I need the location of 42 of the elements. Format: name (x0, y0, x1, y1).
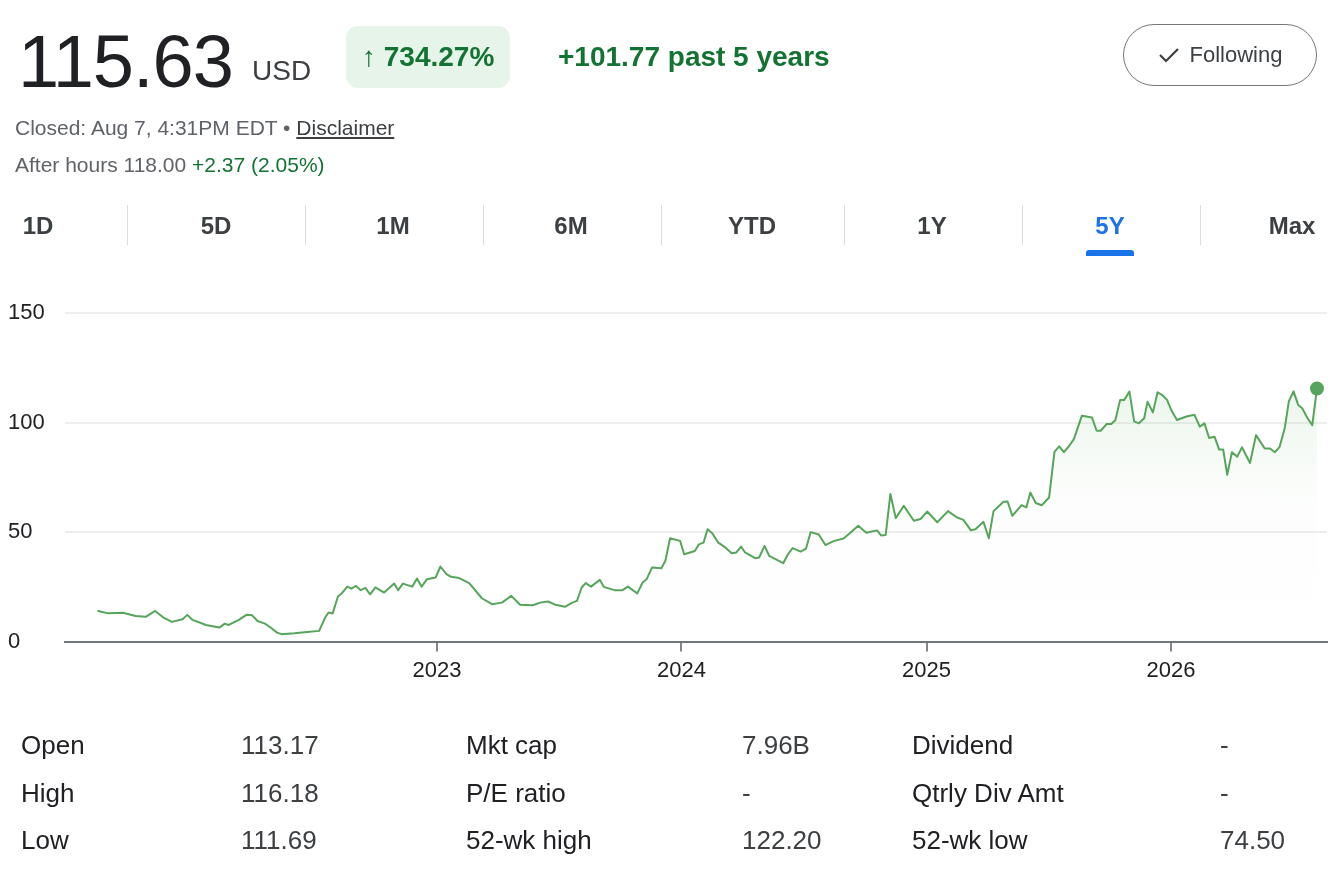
text: 5Y (1094, 211, 1126, 241)
text: 5D (199, 211, 233, 241)
x-tick-label: 2025 (902, 656, 952, 682)
text: - (742, 778, 751, 808)
text: Max (1267, 211, 1317, 241)
text: +2.37 (2.05%) (192, 153, 325, 176)
x-tick-label: 2024 (656, 656, 706, 682)
text: 113.17 (241, 730, 319, 760)
text: - (1220, 778, 1229, 808)
text: P/E ratio (466, 778, 566, 808)
y-tick-label: 50 (8, 518, 33, 544)
text: +101.77 past 5 years (558, 40, 830, 74)
text: 1D (21, 211, 55, 241)
text: 116.18 (241, 778, 319, 808)
y-tick-label: 150 (8, 299, 45, 325)
text: 1M (375, 211, 411, 241)
text: Closed: Aug 7, 4:31PM EDT • (15, 116, 291, 139)
text: Qtrly Div Amt (912, 778, 1064, 808)
text: After hours 118.00 (15, 153, 187, 176)
text: 52-wk high (466, 825, 592, 855)
x-tick-label: 2026 (1146, 656, 1196, 682)
text: 1Y (916, 211, 948, 241)
text: YTD (727, 211, 777, 241)
text: High (21, 778, 75, 808)
text: - (1220, 730, 1229, 760)
text: Mkt cap (466, 730, 558, 760)
text: 6M (553, 211, 589, 241)
text: 122.20 (742, 825, 822, 855)
y-tick-label: 0 (8, 627, 21, 653)
text: Disclaimer (296, 116, 395, 139)
y-tick-label: 100 (8, 408, 45, 434)
text: Open (21, 730, 85, 760)
chart-title: 115.63 (18, 20, 233, 104)
text: 7.96B (742, 730, 810, 760)
text: Dividend (912, 730, 1014, 760)
text: Low (21, 825, 69, 855)
text: 111.69 (241, 825, 317, 855)
text: ↑ 734.27% (346, 26, 511, 88)
text: 52-wk low (912, 825, 1028, 855)
x-tick-label: 2023 (412, 656, 462, 682)
text: USD (252, 54, 312, 88)
text: 74.50 (1220, 825, 1286, 855)
